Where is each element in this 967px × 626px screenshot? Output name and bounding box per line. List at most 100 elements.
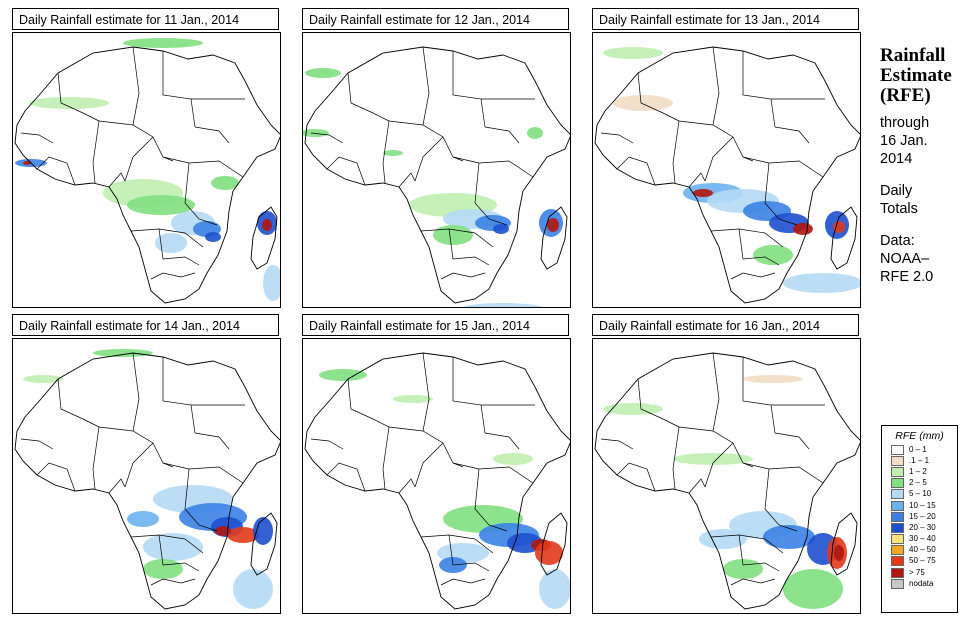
rainfall-map-svg xyxy=(303,46,570,307)
rainfall-area xyxy=(127,195,195,215)
rainfall-area xyxy=(393,395,433,403)
rainfall-area xyxy=(319,369,367,381)
rainfall-area xyxy=(253,517,273,545)
rainfall-area xyxy=(23,161,31,165)
legend-item: 40 – 50 xyxy=(882,545,957,556)
side-title-line: (RFE) xyxy=(880,85,931,106)
data-line: NOAA– xyxy=(880,251,930,267)
country-border xyxy=(36,462,76,492)
rainfall-area xyxy=(535,541,563,565)
through-line: through xyxy=(880,115,930,131)
legend-label: 15 – 20 xyxy=(909,511,936,521)
country-border xyxy=(422,46,430,126)
daily-line: Totals xyxy=(880,201,918,217)
country-border xyxy=(448,228,490,266)
country-border xyxy=(452,51,486,128)
rainfall-area xyxy=(262,219,272,231)
rainfall-area xyxy=(205,232,221,242)
legend-label: 2 – 5 xyxy=(909,478,927,488)
country-border xyxy=(774,432,810,450)
africa-coastline xyxy=(304,46,570,304)
country-border xyxy=(162,357,196,434)
rainfall-area xyxy=(793,223,813,235)
rainfall-area xyxy=(539,569,570,609)
rainfall-map xyxy=(592,338,861,614)
legend-swatch xyxy=(891,522,904,533)
rainfall-area xyxy=(263,265,280,301)
country-border xyxy=(474,162,508,226)
data-source: Data: NOAA– RFE 2.0 xyxy=(880,232,960,286)
country-border xyxy=(637,72,680,122)
side-title-line: Estimate xyxy=(880,65,952,86)
country-border xyxy=(388,426,464,468)
country-border xyxy=(414,136,444,182)
rainfall-area xyxy=(227,527,259,543)
country-border xyxy=(162,462,244,484)
country-border xyxy=(474,468,508,532)
country-border xyxy=(712,46,720,126)
legend-swatch xyxy=(891,534,904,545)
legend-swatch xyxy=(891,466,904,477)
rainfall-area xyxy=(93,349,153,357)
country-border xyxy=(92,426,100,490)
rainfall-area xyxy=(23,375,63,383)
legend-swatch xyxy=(891,545,904,556)
rainfall-map xyxy=(302,32,571,308)
map-panel-jan-12: Daily Rainfall estimate for 12 Jan., 201… xyxy=(302,8,571,308)
rainfall-area xyxy=(155,233,187,253)
legend-label: 30 – 40 xyxy=(909,534,936,544)
legend-swatch xyxy=(891,489,904,500)
panel-title: Daily Rainfall estimate for 12 Jan., 201… xyxy=(302,8,569,30)
rainfall-area xyxy=(143,559,183,579)
africa-coastline xyxy=(304,352,570,610)
country-border xyxy=(98,120,174,162)
country-border xyxy=(704,136,734,182)
rainfall-area xyxy=(233,569,273,609)
rainfall-area xyxy=(763,525,815,549)
side-description: Rainfall Estimate (RFE) through 16 Jan. … xyxy=(880,46,960,286)
rainfall-area xyxy=(603,47,663,59)
legend-item: nodata xyxy=(882,578,957,589)
legend-item: 10 – 15 xyxy=(882,500,957,511)
rainfall-map-svg xyxy=(304,352,570,610)
legend-item: 30 – 40 xyxy=(882,534,957,545)
legend-label: 5 – 10 xyxy=(909,489,932,499)
country-border xyxy=(452,462,534,484)
rainfall-area xyxy=(383,150,403,156)
daily-totals: Daily Totals xyxy=(880,182,960,218)
legend-label: 50 – 75 xyxy=(909,556,936,566)
africa-coastline xyxy=(594,352,860,610)
country-border xyxy=(616,462,656,492)
country-border xyxy=(710,228,784,248)
africa-coastline xyxy=(594,46,860,304)
legend-label: 10 – 15 xyxy=(909,500,936,510)
rainfall-area xyxy=(493,453,533,465)
legend-item: .1 – 1 xyxy=(882,455,957,466)
legend-swatch xyxy=(891,455,904,466)
rainfall-area xyxy=(127,511,159,527)
country-border xyxy=(672,426,680,490)
madagascar-outline xyxy=(250,512,278,576)
legend-swatch xyxy=(891,444,904,455)
rainfall-area xyxy=(699,529,747,549)
country-border xyxy=(440,272,486,280)
rainfall-area xyxy=(303,129,329,137)
country-border xyxy=(132,352,140,432)
country-border xyxy=(712,352,720,432)
rainfall-area xyxy=(143,533,203,561)
rainfall-map xyxy=(592,32,861,308)
data-line: Data: xyxy=(880,233,915,249)
map-panel-jan-11: Daily Rainfall estimate for 11 Jan., 201… xyxy=(12,8,281,308)
legend-item: 20 – 30 xyxy=(882,522,957,533)
madagascar-outline xyxy=(540,206,568,270)
country-border xyxy=(420,228,494,248)
country-border xyxy=(158,228,200,266)
country-border xyxy=(194,126,230,144)
country-border xyxy=(124,136,154,182)
country-border xyxy=(108,478,126,494)
country-border xyxy=(448,534,490,572)
legend-item: > 75 xyxy=(882,567,957,578)
legend-swatch xyxy=(891,567,904,578)
rainfall-area xyxy=(613,95,673,111)
